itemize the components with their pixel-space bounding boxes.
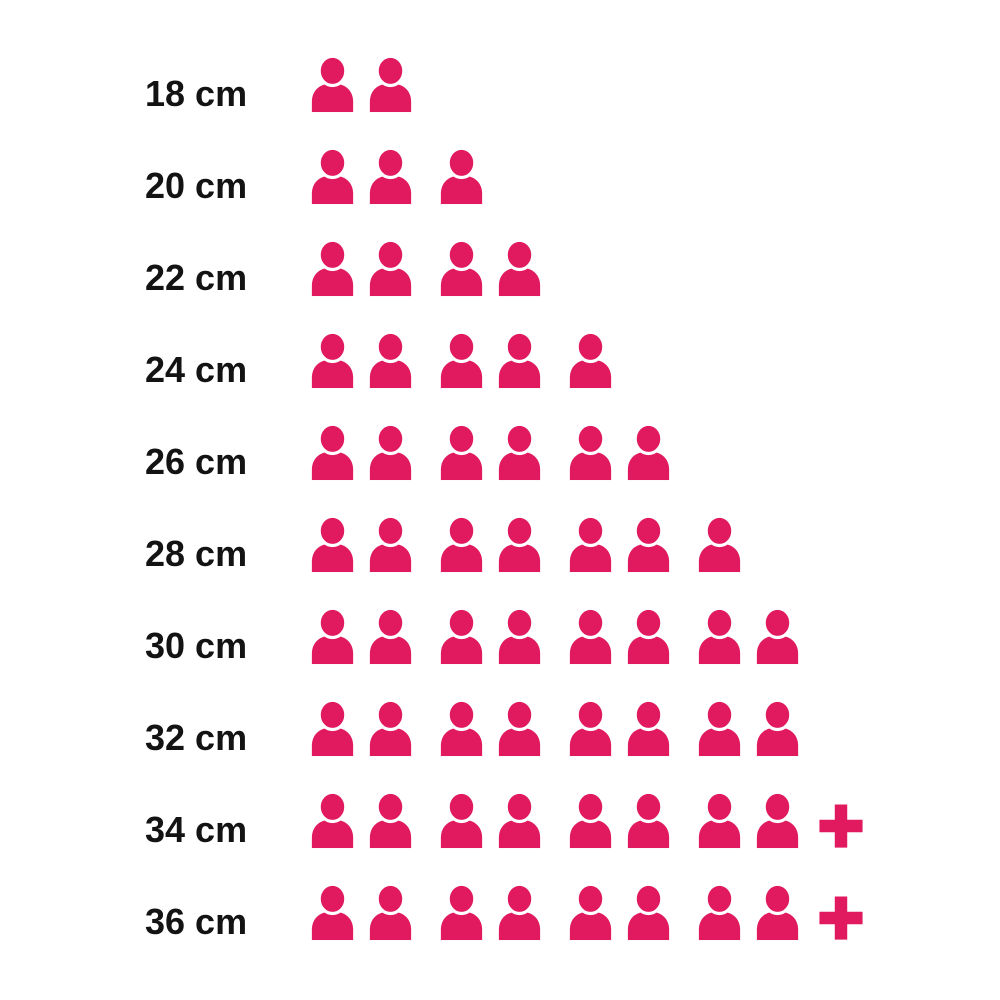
person-icon (310, 699, 355, 757)
person-icon (568, 423, 613, 481)
person-icon (755, 699, 800, 757)
chart-row: 34 cm (145, 784, 1000, 876)
person-icon (497, 791, 542, 849)
person-icon (368, 423, 413, 481)
plus-icon (818, 803, 864, 849)
icon-row (310, 331, 613, 389)
person-icon (697, 883, 742, 941)
icon-row (310, 883, 864, 941)
icon-row (310, 55, 413, 113)
chart-row: 36 cm (145, 876, 1000, 968)
person-icon (310, 883, 355, 941)
person-icon (697, 607, 742, 665)
row-label: 34 cm (145, 809, 248, 850)
chart-row: 30 cm (145, 600, 1000, 692)
icon-row (310, 607, 800, 665)
person-icon (626, 607, 671, 665)
plus-icon (818, 895, 864, 941)
person-icon (439, 883, 484, 941)
icon-row (310, 147, 484, 205)
row-label: 36 cm (145, 901, 248, 942)
row-label: 30 cm (145, 625, 248, 666)
chart-row: 28 cm (145, 508, 1000, 600)
icon-row (310, 515, 742, 573)
icon-row (310, 239, 542, 297)
person-icon (439, 791, 484, 849)
person-icon (439, 699, 484, 757)
person-icon (626, 699, 671, 757)
person-icon (368, 699, 413, 757)
person-icon (310, 791, 355, 849)
pictogram-chart: 18 cm 20 cm 22 cm 24 cm 26 cm 28 cm 30 cm 32 cm… (145, 0, 1000, 968)
chart-row: 22 cm (145, 232, 1000, 324)
person-icon (310, 331, 355, 389)
person-icon (368, 883, 413, 941)
person-icon (439, 147, 484, 205)
person-icon (697, 791, 742, 849)
person-icon (310, 55, 355, 113)
person-icon (568, 331, 613, 389)
person-icon (755, 883, 800, 941)
person-icon (755, 791, 800, 849)
row-label: 28 cm (145, 533, 248, 574)
person-icon (439, 239, 484, 297)
person-icon (497, 699, 542, 757)
person-icon (439, 423, 484, 481)
person-icon (310, 147, 355, 205)
row-label: 32 cm (145, 717, 248, 758)
person-icon (568, 607, 613, 665)
row-label: 20 cm (145, 165, 248, 206)
person-icon (568, 883, 613, 941)
person-icon (568, 791, 613, 849)
person-icon (497, 883, 542, 941)
person-icon (497, 239, 542, 297)
chart-row: 20 cm (145, 140, 1000, 232)
person-icon (497, 331, 542, 389)
person-icon (626, 883, 671, 941)
row-label: 26 cm (145, 441, 248, 482)
person-icon (497, 607, 542, 665)
person-icon (439, 607, 484, 665)
icon-row (310, 699, 800, 757)
person-icon (626, 423, 671, 481)
person-icon (368, 147, 413, 205)
chart-row: 26 cm (145, 416, 1000, 508)
person-icon (368, 607, 413, 665)
icon-row (310, 423, 671, 481)
chart-row: 24 cm (145, 324, 1000, 416)
row-label: 24 cm (145, 349, 248, 390)
person-icon (310, 607, 355, 665)
person-icon (697, 699, 742, 757)
person-icon (310, 515, 355, 573)
person-icon (697, 515, 742, 573)
person-icon (368, 791, 413, 849)
person-icon (310, 239, 355, 297)
person-icon (755, 607, 800, 665)
person-icon (439, 515, 484, 573)
person-icon (368, 239, 413, 297)
person-icon (568, 515, 613, 573)
person-icon (626, 791, 671, 849)
person-icon (368, 515, 413, 573)
chart-row: 32 cm (145, 692, 1000, 784)
person-icon (497, 423, 542, 481)
person-icon (497, 515, 542, 573)
icon-row (310, 791, 864, 849)
row-label: 18 cm (145, 73, 248, 114)
person-icon (310, 423, 355, 481)
person-icon (568, 699, 613, 757)
person-icon (439, 331, 484, 389)
person-icon (368, 331, 413, 389)
row-label: 22 cm (145, 257, 248, 298)
person-icon (626, 515, 671, 573)
person-icon (368, 55, 413, 113)
chart-row: 18 cm (145, 48, 1000, 140)
